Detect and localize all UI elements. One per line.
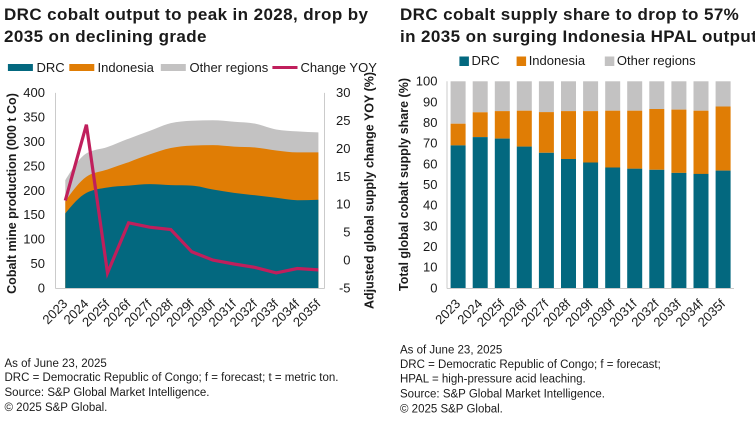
svg-text:0: 0 — [343, 252, 350, 267]
svg-text:Source: S&P Global Market Inte: Source: S&P Global Market Intelligence. — [400, 389, 605, 401]
svg-text:Indonesia: Indonesia — [98, 60, 155, 75]
svg-text:in 2035 on surging Indonesia H: in 2035 on surging Indonesia HPAL output — [400, 27, 755, 46]
svg-text:100: 100 — [23, 232, 45, 247]
svg-text:70: 70 — [423, 136, 437, 151]
svg-text:100: 100 — [416, 74, 438, 89]
svg-text:30: 30 — [336, 85, 350, 100]
svg-text:DRC = Democratic Republic of C: DRC = Democratic Republic of Congo; f = … — [5, 372, 339, 384]
svg-text:As of June 23, 2025: As of June 23, 2025 — [400, 345, 502, 357]
svg-text:DRC cobalt output to peak in 2: DRC cobalt output to peak in 2028, drop … — [4, 5, 369, 24]
svg-text:Cobalt mine production (000 t: Cobalt mine production (000 t Co) — [5, 93, 19, 294]
svg-text:0: 0 — [38, 280, 45, 295]
svg-text:Indonesia: Indonesia — [529, 53, 586, 68]
svg-text:DRC cobalt supply share to dro: DRC cobalt supply share to drop to 57% — [400, 5, 739, 24]
svg-text:20: 20 — [423, 239, 437, 254]
svg-text:50: 50 — [423, 177, 437, 192]
svg-text:200: 200 — [23, 183, 45, 198]
svg-text:Source: S&P Global Market Inte: Source: S&P Global Market Intelligence. — [5, 387, 210, 399]
svg-text:90: 90 — [423, 94, 437, 109]
svg-text:50: 50 — [31, 256, 45, 271]
svg-text:Other regions: Other regions — [617, 53, 696, 68]
svg-text:Change YOY: Change YOY — [301, 60, 378, 75]
svg-text:0: 0 — [430, 280, 437, 295]
svg-text:DRC: DRC — [472, 53, 500, 68]
svg-text:© 2025 S&P Global.: © 2025 S&P Global. — [400, 404, 503, 416]
svg-text:10: 10 — [423, 260, 437, 275]
svg-text:400: 400 — [23, 85, 45, 100]
svg-text:20: 20 — [336, 141, 350, 156]
svg-text:350: 350 — [23, 110, 45, 125]
svg-text:2035 on declining grade: 2035 on declining grade — [4, 27, 207, 46]
svg-text:DRC: DRC — [37, 60, 65, 75]
svg-text:150: 150 — [23, 207, 45, 222]
svg-text:15: 15 — [336, 169, 350, 184]
svg-text:30: 30 — [423, 218, 437, 233]
svg-text:-5: -5 — [339, 280, 351, 295]
svg-text:60: 60 — [423, 156, 437, 171]
svg-text:25: 25 — [336, 113, 350, 128]
svg-text:DRC = Democratic Republic of C: DRC = Democratic Republic of Congo; f = … — [400, 359, 661, 371]
svg-text:© 2025 S&P Global.: © 2025 S&P Global. — [5, 402, 108, 414]
svg-text:As of June 23, 2025: As of June 23, 2025 — [5, 358, 107, 370]
svg-text:Other regions: Other regions — [190, 60, 269, 75]
svg-text:300: 300 — [23, 134, 45, 149]
svg-text:80: 80 — [423, 115, 437, 130]
svg-text:5: 5 — [343, 225, 350, 240]
svg-text:40: 40 — [423, 198, 437, 213]
svg-text:250: 250 — [23, 158, 45, 173]
svg-text:Adjusted global supply change: Adjusted global supply change YOY (%) — [363, 72, 377, 309]
svg-text:HPAL = high-pressure acid leac: HPAL = high-pressure acid leaching. — [400, 374, 586, 386]
svg-text:10: 10 — [336, 197, 350, 212]
svg-text:Total global cobalt supply sha: Total global cobalt supply share (%) — [397, 78, 411, 291]
